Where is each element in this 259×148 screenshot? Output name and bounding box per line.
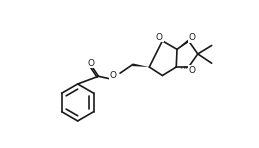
Text: O: O	[189, 66, 196, 75]
Text: O: O	[156, 33, 163, 41]
Text: O: O	[189, 33, 196, 42]
Text: O: O	[110, 71, 117, 80]
Polygon shape	[132, 63, 149, 67]
Text: O: O	[87, 59, 94, 68]
Polygon shape	[177, 40, 189, 49]
